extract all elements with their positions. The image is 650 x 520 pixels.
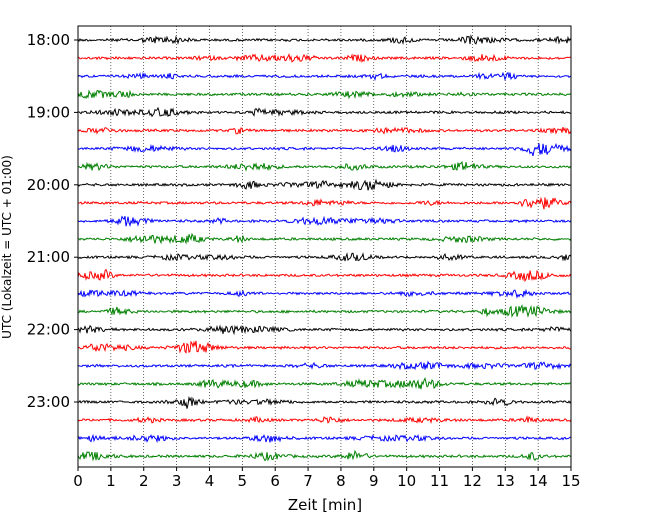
trace-2315	[77, 415, 572, 424]
trace-1815	[77, 52, 572, 64]
x-tick-label: 13	[496, 472, 515, 490]
y-axis-ticks: 18:00 19:00 20:00 21:00 22:00 23:00	[27, 31, 78, 411]
trace-1915	[77, 126, 572, 135]
x-tick-label: 8	[336, 472, 346, 490]
trace-2015	[77, 196, 572, 210]
trace-2200	[77, 324, 572, 336]
x-tick-label: 5	[238, 472, 248, 490]
x-axis-label: Zeit [min]	[288, 496, 362, 514]
seismic-traces	[77, 34, 572, 462]
trace-2145	[77, 304, 572, 318]
y-tick-label: 19:00	[27, 103, 70, 121]
trace-2045	[77, 232, 572, 245]
x-tick-label: 6	[270, 472, 280, 490]
trace-2115	[77, 268, 572, 283]
y-axis-label: UTC (Lokalzeit = UTC + 01:00)	[0, 155, 14, 339]
trace-1845	[77, 89, 572, 100]
x-tick-label: 2	[139, 472, 149, 490]
trace-2245	[77, 377, 572, 390]
trace-2300	[77, 395, 572, 409]
x-tick-label: 15	[561, 472, 580, 490]
trace-2230	[77, 360, 572, 371]
plot-frame	[77, 25, 572, 468]
y-tick-label: 18:00	[27, 31, 70, 49]
x-tick-label: 4	[205, 472, 215, 490]
x-tick-label: 11	[430, 472, 449, 490]
y-tick-label: 22:00	[27, 321, 70, 339]
trace-2000	[77, 178, 572, 191]
x-axis-ticks: 0 1 2 3 4 5 6 7 8 9 10 11 12 13 14 15	[73, 467, 581, 490]
x-tick-label: 1	[106, 472, 116, 490]
trace-2330	[77, 433, 572, 444]
y-tick-label: 20:00	[27, 176, 70, 194]
trace-2030	[77, 215, 572, 228]
trace-2100	[77, 252, 572, 262]
x-tick-label: 3	[172, 472, 182, 490]
trace-2130	[77, 288, 572, 299]
y-tick-label: 21:00	[27, 248, 70, 266]
y-tick-label: 23:00	[27, 393, 70, 411]
x-tick-label: 9	[369, 472, 379, 490]
x-tick-label: 10	[397, 472, 416, 490]
trace-2215	[77, 340, 572, 354]
trace-1800	[77, 34, 572, 45]
x-tick-label: 0	[73, 472, 83, 490]
trace-1930	[77, 142, 572, 157]
x-tick-label: 14	[529, 472, 548, 490]
x-tick-label: 7	[303, 472, 313, 490]
trace-1945	[77, 160, 572, 172]
trace-1900	[77, 106, 572, 118]
x-tick-label: 12	[463, 472, 482, 490]
trace-2345	[77, 449, 572, 462]
trace-1830	[77, 71, 572, 82]
